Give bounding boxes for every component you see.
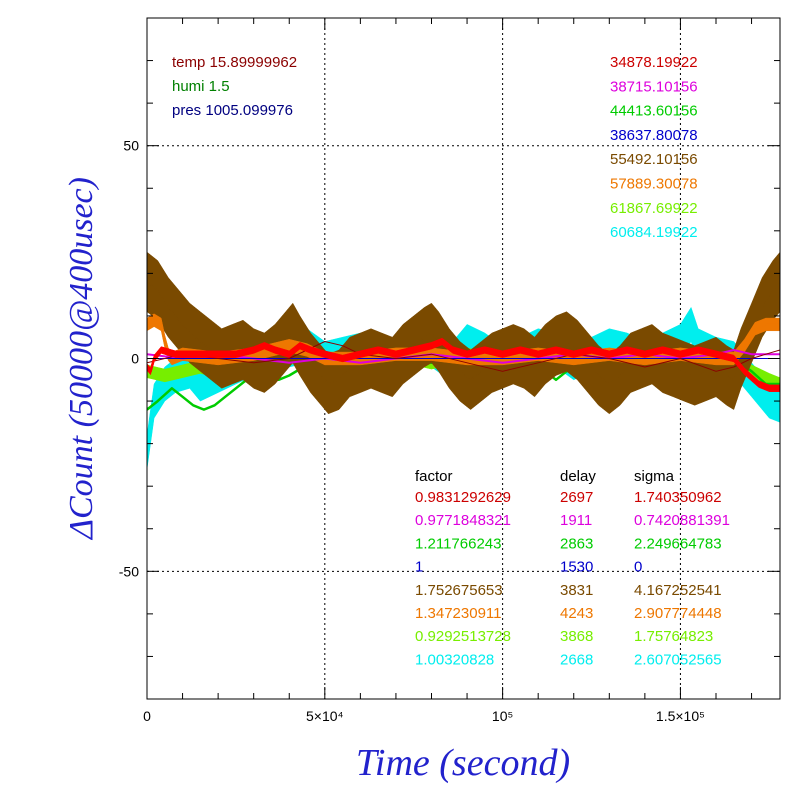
- legend-value: 61867.69922: [610, 200, 698, 217]
- table-cell-delay: 2863: [560, 535, 593, 552]
- x-tick-label: 10⁵: [492, 708, 513, 724]
- condition-humi: humi 1.5: [172, 78, 230, 95]
- table-cell-delay: 2668: [560, 651, 593, 668]
- table-cell-delay: 3868: [560, 628, 593, 645]
- table-cell-delay: 2697: [560, 489, 593, 506]
- legend-value: 60684.19922: [610, 224, 698, 241]
- table-cell-sigma: 0: [634, 559, 642, 576]
- table-cell-factor: 0.9831292629: [415, 489, 511, 506]
- conditions-annotation: temp 15.89999962 humi 1.5 pres 1005.099976: [172, 54, 297, 119]
- table-cell-factor: 0.9771848321: [415, 512, 511, 529]
- table-header-delay: delay: [560, 468, 596, 485]
- table-cell-factor: 1.211766243: [415, 535, 501, 552]
- table-cell-sigma: 2.607052565: [634, 651, 722, 668]
- x-axis-title: Time (second): [356, 742, 570, 784]
- table-cell-sigma: 4.167252541: [634, 582, 722, 599]
- y-tick-label: -50: [119, 563, 139, 579]
- y-axis-title: ΔCount (50000@400usec): [63, 177, 100, 541]
- table-cell-sigma: 1.740350962: [634, 489, 722, 506]
- table-cell-sigma: 0.7420881391: [634, 512, 730, 529]
- table-cell-delay: 1530: [560, 559, 593, 576]
- table-cell-factor: 1.752675653: [415, 582, 503, 599]
- series-7: [147, 341, 780, 372]
- table-cell-sigma: 2.907774448: [634, 605, 722, 622]
- condition-temp: temp 15.89999962: [172, 54, 297, 71]
- legend-value: 34878.19922: [610, 54, 698, 71]
- x-tick-label: 0: [143, 708, 151, 724]
- x-tick-label: 1.5×10⁵: [656, 708, 705, 724]
- legend-value: 57889.30078: [610, 176, 698, 193]
- table-header-factor: factor: [415, 468, 453, 485]
- condition-pres: pres 1005.099976: [172, 102, 293, 119]
- table-header-sigma: sigma: [634, 468, 675, 485]
- table-cell-delay: 1911: [560, 512, 592, 529]
- legend-values: 34878.19922 38715.10156 44413.60156 38637.8…: [610, 54, 698, 241]
- table-cell-factor: 1.347230911: [415, 605, 501, 622]
- table-cell-sigma: 2.249664783: [634, 535, 722, 552]
- legend-value: 38637.80078: [610, 127, 698, 144]
- y-tick-label: 50: [123, 138, 139, 154]
- series-layer: [147, 251, 780, 470]
- table-cell-factor: 0.9292513728: [415, 628, 511, 645]
- table-cell-factor: 1.00320828: [415, 651, 494, 668]
- series-line: [147, 341, 780, 372]
- x-tick-label: 5×10⁴: [306, 708, 344, 724]
- y-tick-label: 0: [131, 351, 139, 367]
- table-cell-delay: 3831: [560, 582, 593, 599]
- series-line: [147, 340, 780, 390]
- tick-labels: 0 5×10⁴ 10⁵ 1.5×10⁵ -50 0 50: [119, 138, 705, 724]
- series-8: [147, 337, 780, 392]
- plot-frame: [146, 17, 781, 700]
- table-cell-sigma: 1.75764823: [634, 628, 713, 645]
- legend-value: 55492.10156: [610, 151, 698, 168]
- table-cell-factor: 1: [415, 559, 423, 576]
- legend-value: 38715.10156: [610, 78, 698, 95]
- table-cell-delay: 4243: [560, 605, 593, 622]
- parameter-table: factor delay sigma 0.9831292629 2697 1.740350…: [415, 468, 730, 668]
- legend-value: 44413.60156: [610, 103, 698, 120]
